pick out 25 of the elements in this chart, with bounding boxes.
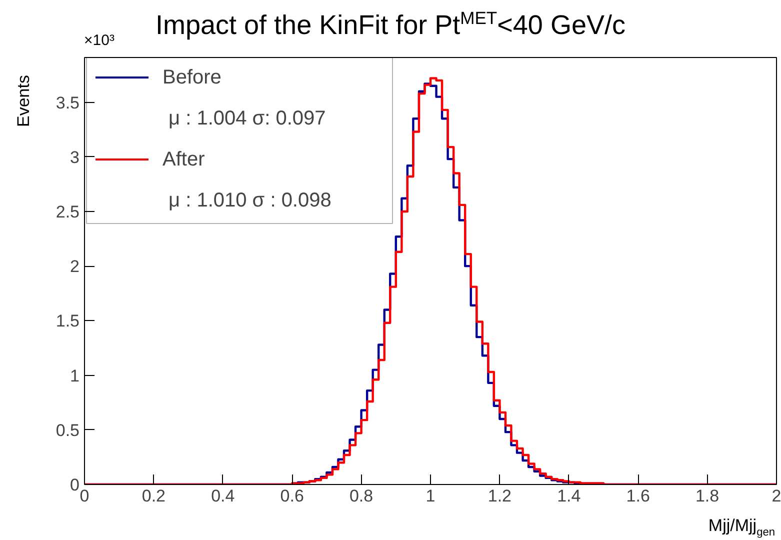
y-tick-label: 1: [70, 366, 80, 386]
legend-label: Before: [162, 66, 222, 88]
x-tick-label: 1.6: [626, 486, 650, 506]
y-tick-label: 2.5: [56, 202, 80, 222]
y-axis-title: Events: [13, 75, 34, 127]
chart-title: Impact of the KinFit for Pt$^{MET}$<40 GeV/c: [156, 8, 626, 40]
x-axis-title: Mjj/Mjj$_{gen}$: [708, 515, 775, 540]
x-tick-label: 0.8: [349, 486, 374, 506]
x-tick-label: 1.2: [488, 486, 512, 506]
x-tick-label: 2: [772, 486, 781, 506]
y-tick-label: 2: [70, 257, 80, 276]
y-tick-label: 3: [70, 148, 80, 167]
x-tick-label: 1.4: [557, 486, 581, 506]
annotation: μ : 1.004 σ: 0.097: [168, 108, 326, 130]
y-tick-label: 3.5: [56, 93, 80, 112]
annotation: μ : 1.010 σ : 0.098: [168, 190, 332, 212]
x-tick-label: 1.8: [695, 486, 720, 506]
y-tick-label: 1.5: [56, 312, 80, 331]
y-tick-label: 0.5: [56, 420, 80, 440]
text: ×10³: [84, 31, 114, 51]
x-tick-label: 0.6: [280, 486, 304, 506]
legend-label: After: [162, 148, 206, 170]
x-tick-label: 0.4: [211, 486, 235, 506]
x-tick-label: 0.2: [142, 486, 166, 506]
x-tick-label: 1: [426, 486, 436, 506]
